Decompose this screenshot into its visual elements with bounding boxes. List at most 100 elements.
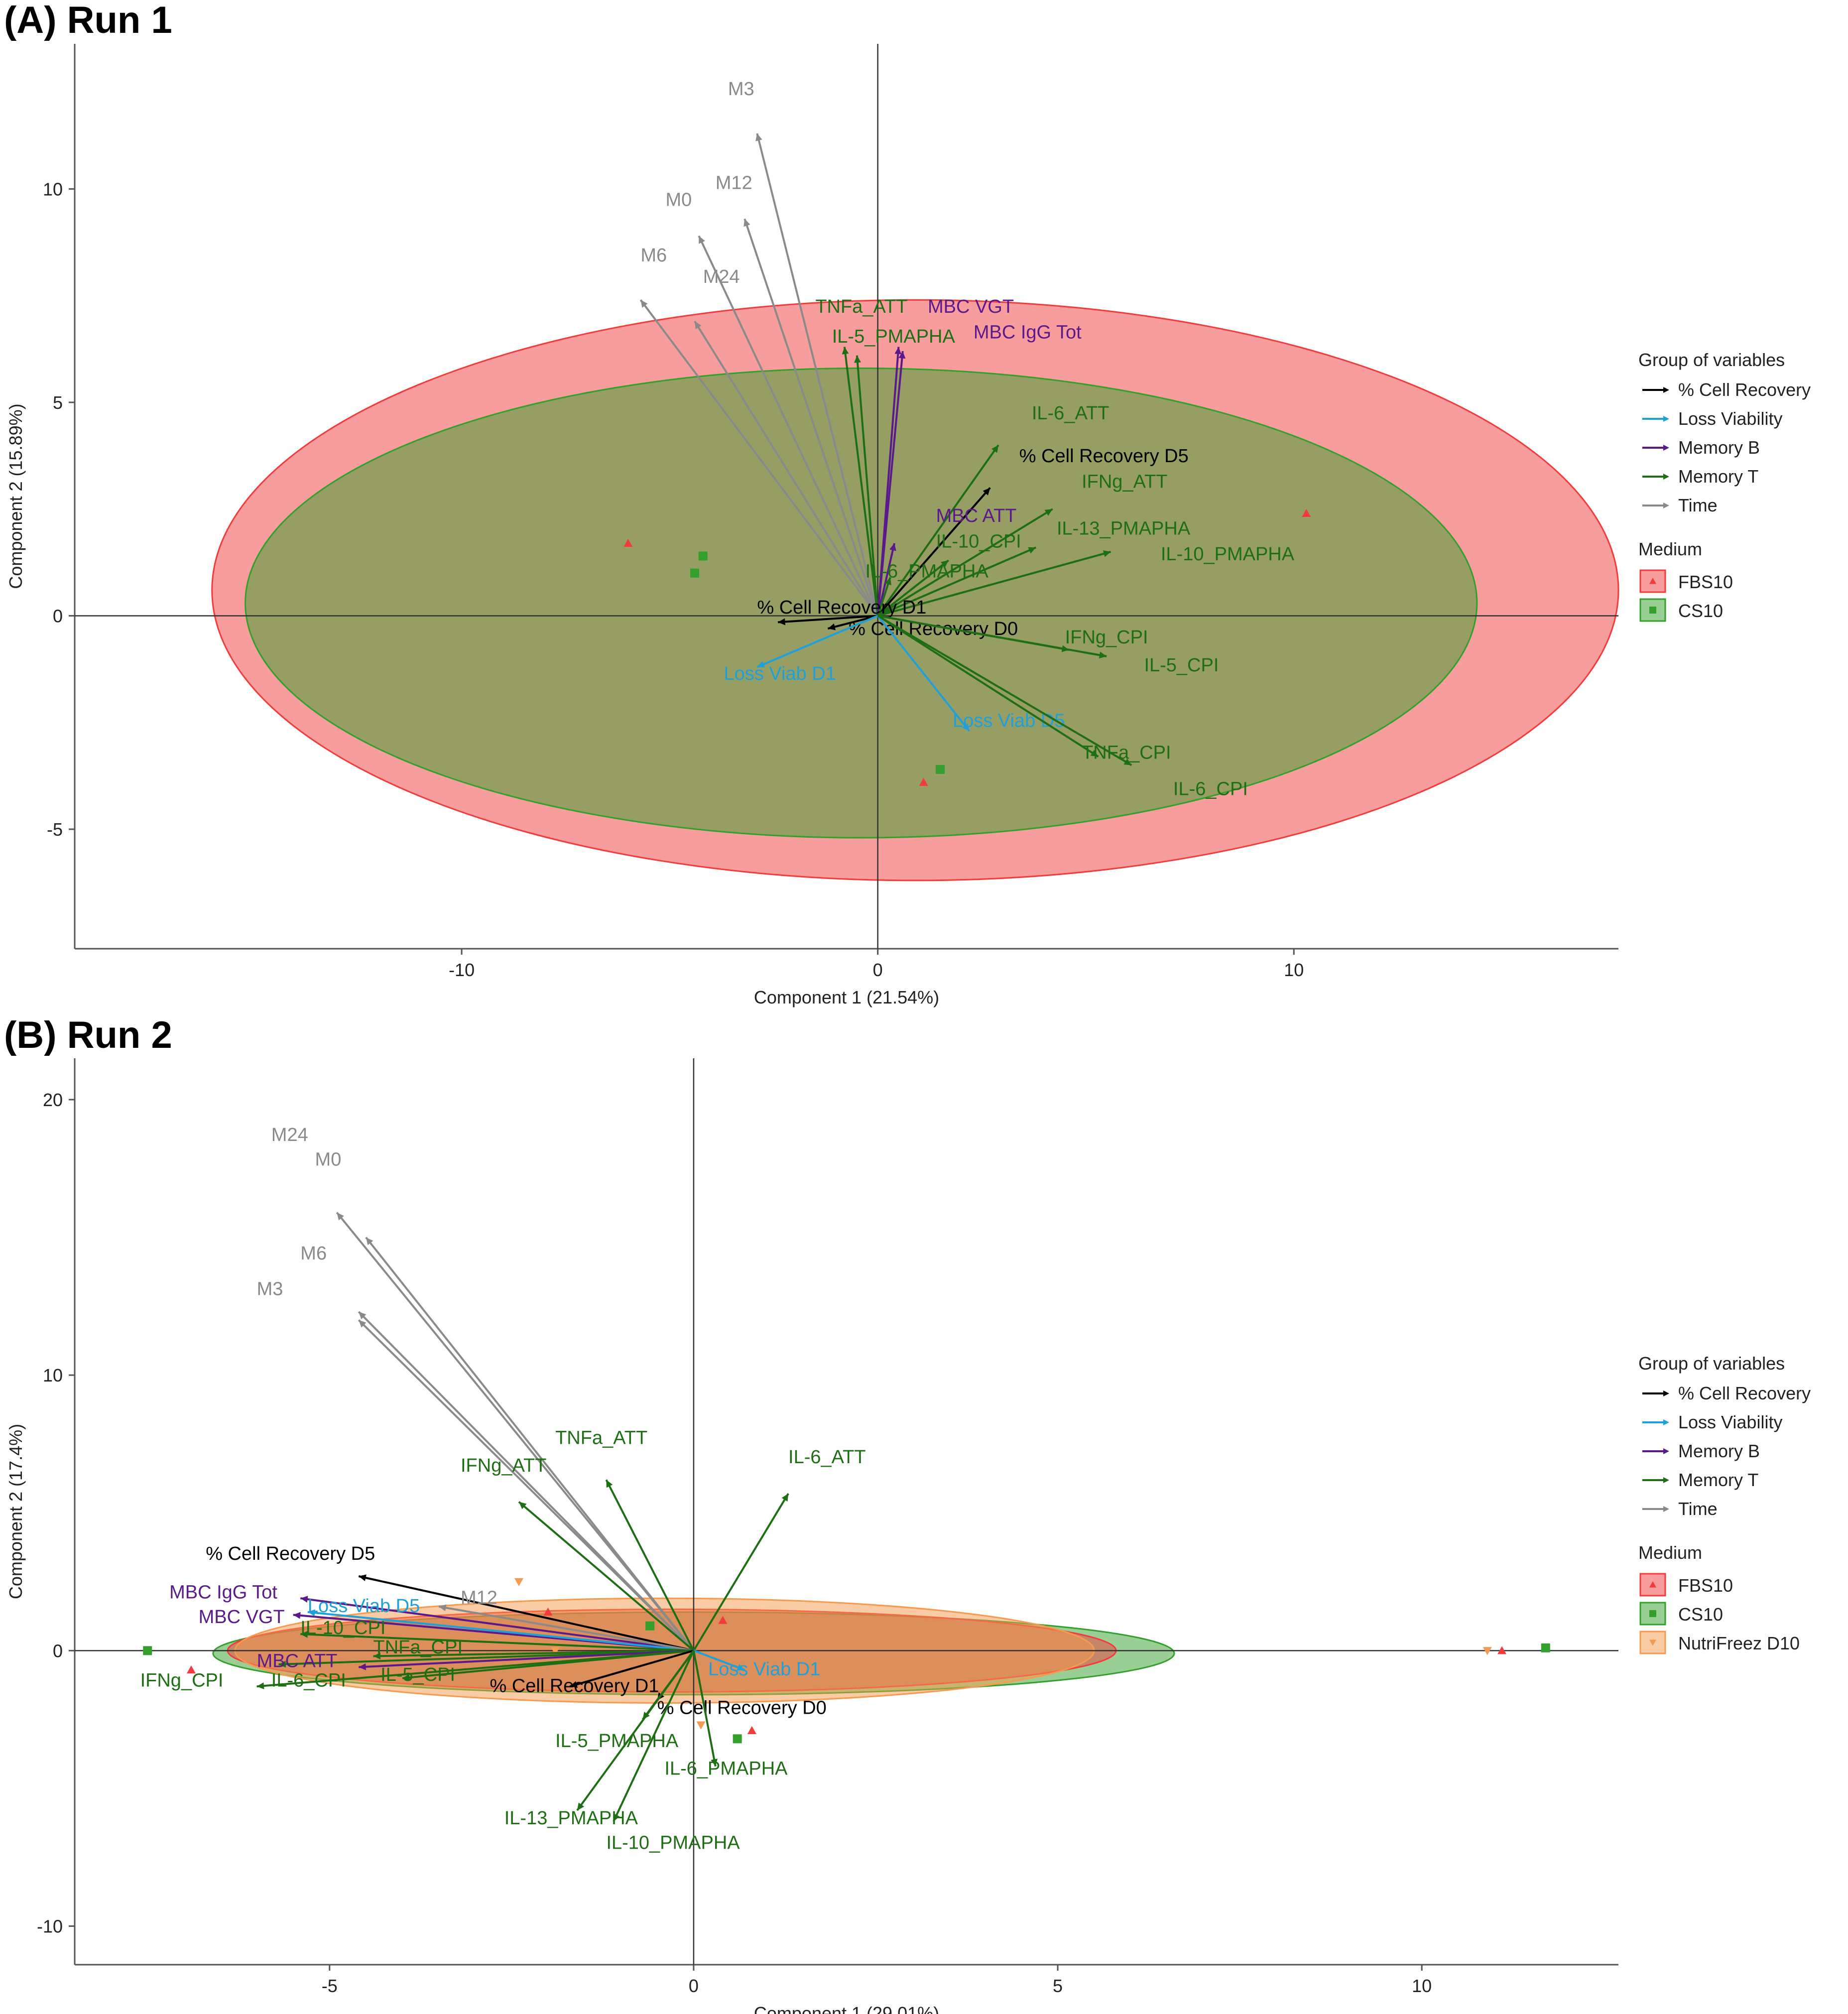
- legend-medium-label: NutriFreez D10: [1678, 1633, 1800, 1653]
- vector-arrowhead: [577, 1802, 585, 1811]
- vector-arrow: [694, 321, 879, 617]
- vector-arrow: [877, 550, 1111, 617]
- vector-arrow: [876, 351, 904, 616]
- legend-group-label: Memory T: [1678, 466, 1758, 487]
- vector-label: MBC VGT: [928, 296, 1014, 317]
- legend-arrowhead: [1663, 1506, 1669, 1512]
- point-cs10: [698, 551, 708, 561]
- legend-group-label: % Cell Recovery: [1678, 379, 1811, 400]
- y-tick-label: 10: [43, 179, 63, 199]
- vector-arrowhead: [711, 1759, 718, 1766]
- vector-arrowhead: [1099, 651, 1107, 659]
- vector-arrow: [698, 235, 879, 617]
- vector-arrowhead: [570, 1681, 578, 1688]
- vector-arrow: [756, 133, 879, 616]
- vector-arrow: [402, 1649, 694, 1679]
- confidence-ellipse-cs10: [245, 367, 1478, 839]
- legend-groups-title: Group of variables: [1638, 350, 1785, 370]
- vector-arrow: [358, 1319, 695, 1651]
- vector-arrowhead: [359, 1663, 367, 1670]
- vector-label: % Cell Recovery D0: [657, 1698, 827, 1719]
- legend-group-label: Memory T: [1678, 1470, 1758, 1490]
- vector-label: IL-5_CPI: [1144, 655, 1219, 676]
- x-tick-label: 10: [1284, 960, 1304, 980]
- vector-arrow: [756, 615, 878, 668]
- legend-arrowhead: [1663, 474, 1669, 480]
- vector-arrowhead: [1044, 509, 1053, 516]
- point-fbs10: [1302, 508, 1311, 517]
- legend-medium-title: Medium: [1638, 539, 1702, 559]
- vector-label: M12: [716, 172, 752, 193]
- legend-arrowhead: [1663, 1390, 1669, 1396]
- legend-groups-title: Group of variables: [1638, 1353, 1785, 1374]
- point-cs10: [936, 765, 945, 774]
- vector-arrowhead: [640, 300, 648, 308]
- vector-label: TNFa_ATT: [555, 1427, 647, 1448]
- vector-label: M0: [666, 190, 692, 211]
- panel-title: (B) Run 2: [4, 1014, 172, 1056]
- vector-arrowhead: [256, 1682, 264, 1690]
- vector-label: Loss Viab D5: [308, 1596, 420, 1617]
- vector-label: % Cell Recovery D1: [490, 1675, 659, 1696]
- vector-arrowhead: [373, 1652, 381, 1660]
- vector-arrowhead: [781, 1494, 789, 1502]
- vector-arrowhead: [894, 347, 902, 355]
- vector-arrow: [877, 615, 1132, 766]
- vector-label: % Cell Recovery D5: [206, 1543, 375, 1564]
- legend-medium-swatch: [1639, 1631, 1666, 1654]
- x-tick-label: -5: [322, 1976, 338, 1996]
- vector-arrowhead: [1103, 550, 1111, 557]
- vector-label: M3: [257, 1279, 283, 1300]
- vector-arrow: [359, 1649, 694, 1668]
- legend-group-label: Memory B: [1678, 1441, 1760, 1461]
- vector-arrow: [692, 1650, 717, 1767]
- y-tick-label: 10: [43, 1365, 63, 1385]
- vector-label: Loss Viab D5: [953, 710, 1065, 731]
- vector-arrowhead: [842, 347, 849, 355]
- legend-group-label: Memory B: [1678, 437, 1760, 458]
- vector-arrowhead: [613, 1813, 620, 1822]
- vector-arrowhead: [898, 351, 906, 359]
- vector-label: IL-6_ATT: [1032, 403, 1109, 424]
- vector-arrow: [778, 615, 878, 624]
- legend-medium-marker: [1649, 1581, 1656, 1588]
- vector-label: Loss Viab D1: [708, 1659, 820, 1680]
- vector-arrowhead: [300, 1631, 308, 1638]
- x-tick-label: 5: [1053, 1976, 1063, 1996]
- vector-arrow: [877, 508, 1053, 617]
- point-cs10: [690, 568, 700, 578]
- vector-arrowhead: [1123, 758, 1132, 765]
- legend-group-label: Loss Viability: [1678, 1412, 1782, 1432]
- vector-arrow: [877, 615, 971, 732]
- vector-arrowhead: [941, 560, 949, 568]
- y-axis-title: Component 2 (15.89%): [5, 403, 26, 589]
- vector-label: IL-10_CPI: [936, 531, 1021, 552]
- vector-arrow: [827, 615, 878, 630]
- vector-arrowhead: [962, 723, 970, 731]
- point-cs10: [645, 1621, 655, 1631]
- point-fbs10: [718, 1616, 728, 1624]
- point-cs10: [733, 1734, 742, 1744]
- vector-arrowhead: [1028, 547, 1036, 554]
- panel-run-2: (B) Run 2 -5 0 5 10 -10 0 10 20 Component 1 (29.0…: [4, 1014, 1811, 2014]
- vector-arrow: [300, 1597, 694, 1652]
- vector-label: IL-10_CPI: [300, 1618, 385, 1638]
- vector-label: M12: [461, 1587, 497, 1608]
- point-cs10: [143, 1646, 152, 1655]
- vector-arrowhead: [699, 236, 705, 244]
- vector-arrow: [743, 218, 879, 617]
- vector-arrowhead: [293, 1612, 301, 1619]
- vector-label: % Cell Recovery D1: [757, 597, 926, 618]
- y-tick-label: 5: [53, 392, 63, 413]
- legend-medium-marker: [1649, 1610, 1656, 1617]
- vector-arrow: [877, 559, 949, 617]
- vector-arrowhead: [278, 1660, 286, 1668]
- vector-arrowhead: [743, 219, 750, 227]
- vector-label: % Cell Recovery D5: [1019, 446, 1189, 467]
- vector-arrow: [639, 299, 879, 617]
- legend-group-label: Time: [1678, 1499, 1718, 1519]
- legend-arrowhead: [1663, 445, 1669, 451]
- vector-arrowhead: [518, 1502, 527, 1510]
- point-cs10: [1541, 1643, 1550, 1652]
- vector-arrowhead: [828, 623, 836, 630]
